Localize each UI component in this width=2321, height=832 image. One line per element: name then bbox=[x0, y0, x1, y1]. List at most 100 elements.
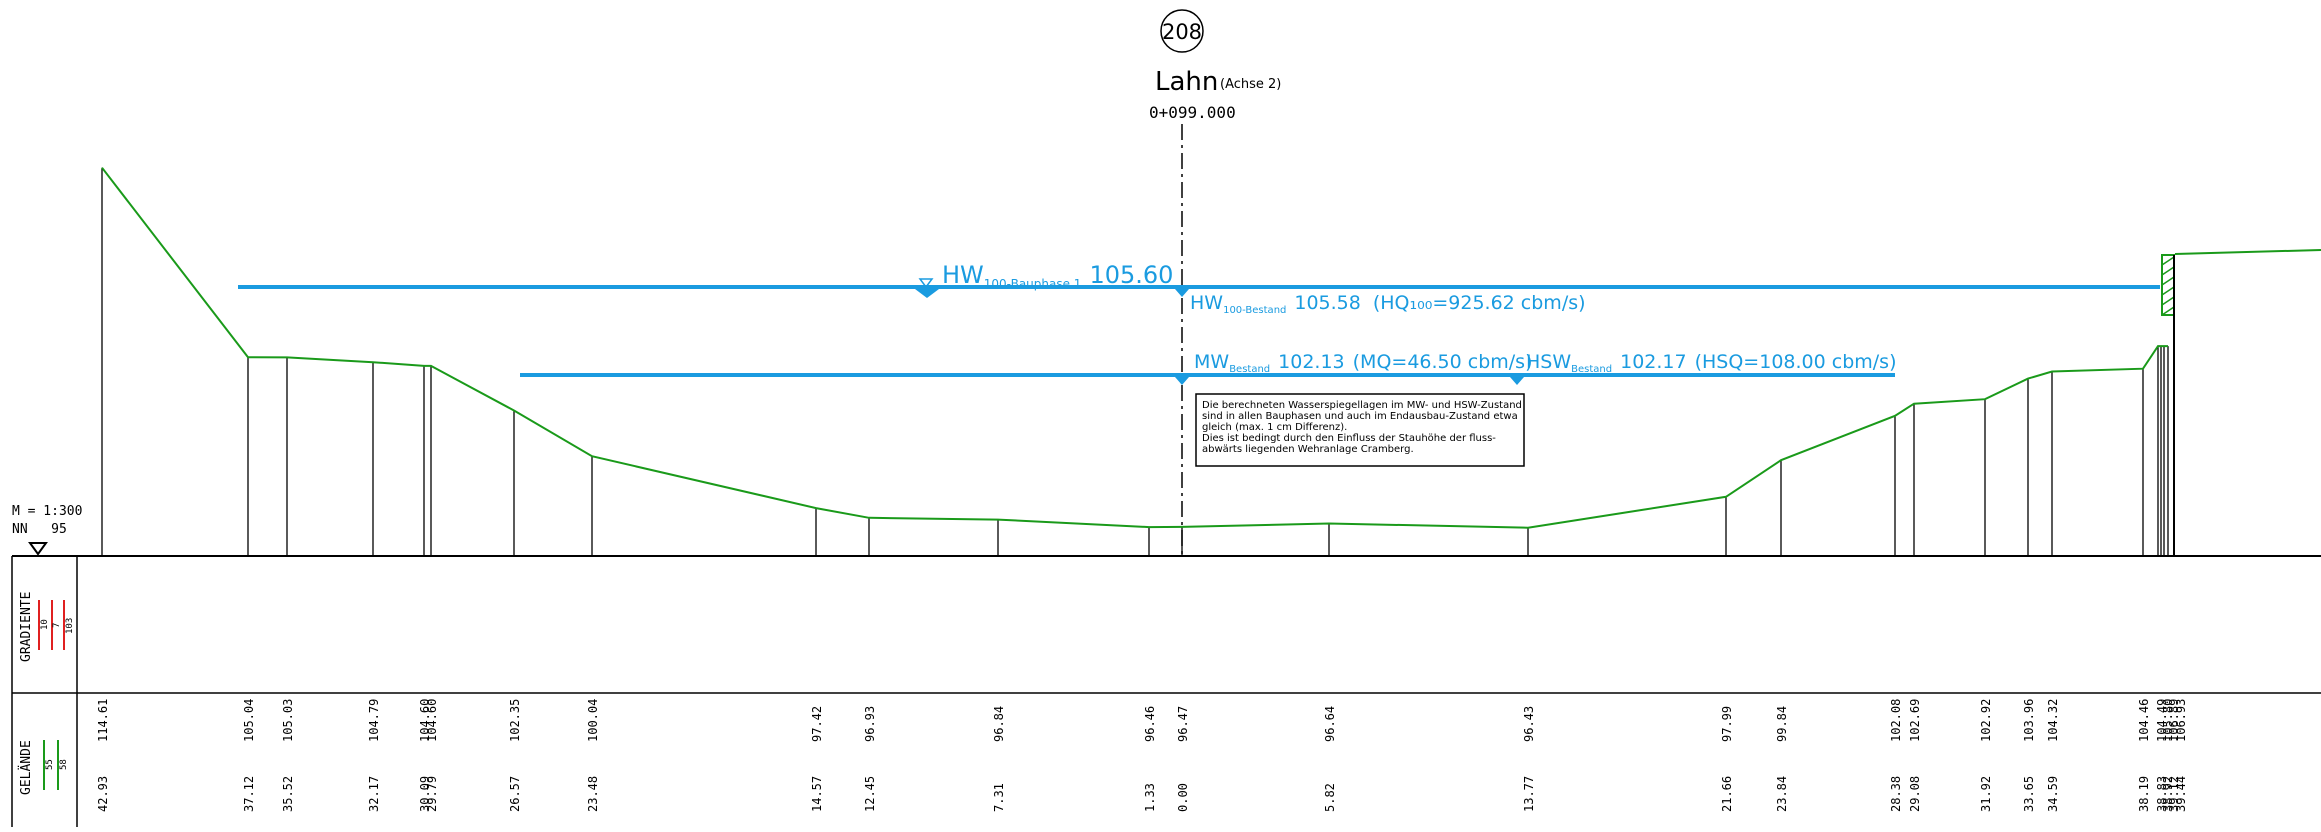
distance-value: 28.38 bbox=[1889, 776, 1903, 812]
distance-value: 42.93 bbox=[96, 776, 110, 812]
elevation-value: 103.96 bbox=[2022, 699, 2036, 742]
distance-value: 32.17 bbox=[367, 776, 381, 812]
data-band: GRADIENTE 10 7 103 GELÄNDE 55 58 bbox=[11, 555, 2321, 827]
distance-value: 12.45 bbox=[863, 776, 877, 812]
distance-value: 39.44 bbox=[2174, 776, 2188, 812]
elevation-value: 100.04 bbox=[586, 699, 600, 742]
distance-value: 31.92 bbox=[1979, 776, 1993, 812]
note-line-2: sind in allen Bauphasen und auch im Enda… bbox=[1202, 411, 1518, 422]
datum-triangle-icon bbox=[28, 542, 48, 556]
elevation-value: 104.79 bbox=[367, 699, 381, 742]
elevation-value: 104.60 bbox=[418, 699, 432, 742]
note-line-4: Dies ist bedingt durch den Einfluss der … bbox=[1202, 433, 1496, 444]
distance-value: 13.77 bbox=[1522, 776, 1536, 812]
hw-bauphase-hollow-marker-icon bbox=[918, 278, 934, 289]
gelaende-legend-55: 55 bbox=[45, 759, 55, 770]
elevation-value: 114.61 bbox=[96, 699, 110, 742]
distance-value: 5.82 bbox=[1323, 783, 1337, 812]
terrain-profile-line bbox=[101, 167, 2168, 529]
elevation-value: 102.35 bbox=[508, 699, 522, 742]
elevation-value: 96.43 bbox=[1522, 706, 1536, 742]
distance-value: 23.48 bbox=[586, 776, 600, 812]
distance-value: 7.31 bbox=[992, 783, 1006, 812]
gradiente-label: GRADIENTE bbox=[19, 592, 34, 662]
section-number: 208 bbox=[1162, 20, 1202, 44]
gelaende-legend-58: 58 bbox=[59, 759, 69, 770]
elevation-value: 104.60 bbox=[425, 699, 439, 742]
hw-bestand-label: HW100-Bestand 105.58 (HQ₁₀₀=925.62 cbm/s) bbox=[1190, 292, 1586, 316]
note-line-1: Die berechneten Wasserspiegellagen im MW… bbox=[1202, 400, 1522, 411]
elevation-value: 96.64 bbox=[1323, 706, 1337, 742]
mw-marker-icon bbox=[1175, 377, 1189, 385]
distance-value: 23.84 bbox=[1775, 776, 1789, 812]
gelaende-legend: 55 58 bbox=[43, 740, 69, 790]
note-frame bbox=[1195, 393, 1525, 467]
distance-value: 34.59 bbox=[2046, 776, 2060, 812]
distance-value: 38.19 bbox=[2137, 776, 2151, 812]
water-level-labels: HW100-Bauphase 1 105.60 HW100-Bestand 105.… bbox=[942, 261, 1896, 375]
elevation-value: 96.47 bbox=[1176, 706, 1190, 742]
distance-value: 30.09 bbox=[418, 776, 432, 812]
survey-verticals bbox=[101, 167, 2169, 556]
distance-value: 21.66 bbox=[1720, 776, 1734, 812]
hw-bauphase-label: HW100-Bauphase 1 105.60 bbox=[942, 261, 1173, 291]
gradiente-legend-10: 10 bbox=[40, 619, 50, 630]
gradiente-legend: 10 7 103 bbox=[38, 600, 75, 650]
hw-bestand-marker-icon bbox=[1175, 289, 1189, 297]
elevation-value: 96.84 bbox=[992, 706, 1006, 742]
distance-value: 29.79 bbox=[425, 776, 439, 812]
water-level-lines bbox=[238, 278, 2160, 385]
note-line-3: gleich (max. 1 cm Differenz). bbox=[1202, 422, 1347, 433]
station-label: 0+099.000 bbox=[1149, 103, 1236, 122]
note-box: Die berechneten Wasserspiegellagen im MW… bbox=[1195, 393, 1525, 467]
elevation-value: 105.04 bbox=[242, 699, 256, 742]
distance-value: 14.57 bbox=[810, 776, 824, 812]
elevation-value: 104.49 bbox=[2155, 699, 2169, 742]
section-header: 208 Lahn (Achse 2) 0+099.000 bbox=[1149, 9, 1281, 122]
mw-bestand-label: MWBestand 102.13 (MQ=46.50 cbm/s) bbox=[1194, 351, 1532, 375]
scale-ratio: M = 1:300 bbox=[12, 504, 82, 519]
scale-block: M = 1:300 NN 95 bbox=[12, 504, 82, 556]
retaining-wall bbox=[2161, 254, 2175, 556]
elevation-value: 104.32 bbox=[2046, 699, 2060, 742]
distance-value: 38.83 bbox=[2155, 776, 2169, 812]
hsw-bestand-label: HSWBestand 102.17 (HSQ=108.00 cbm/s) bbox=[1526, 351, 1896, 375]
wall-hatch bbox=[2161, 256, 2175, 316]
distance-value: 39.12 bbox=[2167, 776, 2181, 812]
elevation-value: 96.93 bbox=[863, 706, 877, 742]
elevation-value: 99.84 bbox=[1775, 706, 1789, 742]
elevation-value: 97.42 bbox=[810, 706, 824, 742]
band-values: 114.61 42.93 105.04 37.12 105.03 35.52 104.79 3… bbox=[96, 699, 2188, 812]
distance-value: 33.65 bbox=[2022, 776, 2036, 812]
elevation-value: 102.92 bbox=[1979, 699, 1993, 742]
elevation-value: 102.69 bbox=[1908, 699, 1922, 742]
river-name: Lahn bbox=[1155, 67, 1218, 97]
distance-value: 29.08 bbox=[1908, 776, 1922, 812]
gelaende-label: GELÄNDE bbox=[18, 740, 34, 795]
elevation-value: 102.08 bbox=[1889, 699, 1903, 742]
section-number-circle bbox=[1160, 9, 1204, 53]
datum-label: NN 95 bbox=[12, 522, 67, 537]
elevation-value: 106.93 bbox=[2174, 699, 2188, 742]
terrain-extension-line bbox=[2174, 249, 2321, 255]
elevation-value: 97.99 bbox=[1720, 706, 1734, 742]
elevation-value: 104.46 bbox=[2137, 699, 2151, 742]
gradiente-legend-7: 7 bbox=[52, 623, 62, 628]
hw-bauphase-marker-icon bbox=[915, 289, 939, 298]
elevation-value: 105.03 bbox=[281, 699, 295, 742]
gradiente-legend-103: 103 bbox=[65, 618, 75, 634]
distance-value: 0.00 bbox=[1176, 783, 1190, 812]
elevation-value: 106.89 bbox=[2167, 699, 2181, 742]
distance-value: 1.33 bbox=[1143, 783, 1157, 812]
elevation-value: 96.46 bbox=[1143, 706, 1157, 742]
distance-value: 26.57 bbox=[508, 776, 522, 812]
distance-value: 38.92 bbox=[2161, 776, 2175, 812]
elevation-value: 105.80 bbox=[2161, 699, 2175, 742]
hsw-marker-icon bbox=[1510, 377, 1524, 385]
distance-value: 35.52 bbox=[281, 776, 295, 812]
distance-value: 37.12 bbox=[242, 776, 256, 812]
note-line-5: abwärts liegenden Wehranlage Cramberg. bbox=[1202, 444, 1414, 455]
axis-name: (Achse 2) bbox=[1220, 77, 1281, 92]
